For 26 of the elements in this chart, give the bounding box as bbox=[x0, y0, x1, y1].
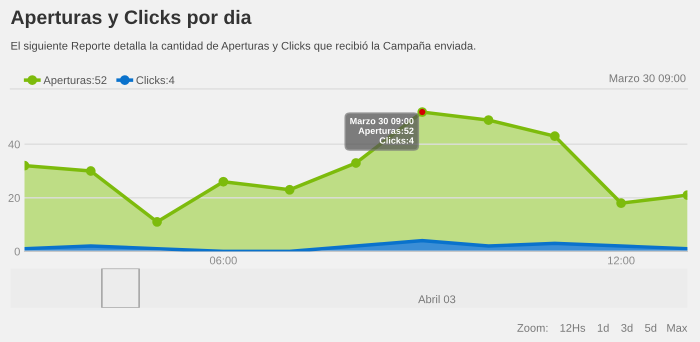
legend-label: Clicks:4 bbox=[136, 76, 174, 84]
y-tick-label: 0 bbox=[14, 248, 20, 256]
point bbox=[616, 198, 626, 208]
point bbox=[218, 176, 228, 187]
x-tick-label: 12:00 bbox=[608, 256, 635, 264]
chart-title: Aperturas y Clicks por dia bbox=[10, 10, 252, 28]
text: 1d bbox=[598, 324, 609, 332]
text: Marzo 30 09:00 bbox=[610, 74, 686, 82]
text: 5d bbox=[645, 324, 656, 332]
legend-label: Aperturas:52 bbox=[43, 76, 106, 86]
point bbox=[484, 115, 494, 125]
text: 12Hs bbox=[560, 324, 586, 332]
annotation: Marzo 30 09:00 Aperturas:52 Clicks:4 bbox=[350, 118, 414, 144]
text: Max bbox=[667, 324, 688, 332]
chart-subtitle: El siguiente Reporte detalla la cantidad de Aperturas y Clicks que recibió la Campaña enviada. bbox=[11, 41, 476, 52]
point bbox=[351, 158, 361, 168]
point bbox=[86, 166, 96, 176]
text: 3d bbox=[621, 324, 632, 332]
text: Abril 03 bbox=[418, 295, 456, 304]
y-tick-label: 40 bbox=[8, 140, 20, 148]
point bbox=[152, 217, 162, 227]
text: Zoom: bbox=[517, 324, 548, 332]
x-tick-label: 06:00 bbox=[210, 256, 237, 264]
point bbox=[284, 184, 295, 195]
y-tick-label: 20 bbox=[8, 194, 20, 202]
point bbox=[550, 131, 560, 142]
